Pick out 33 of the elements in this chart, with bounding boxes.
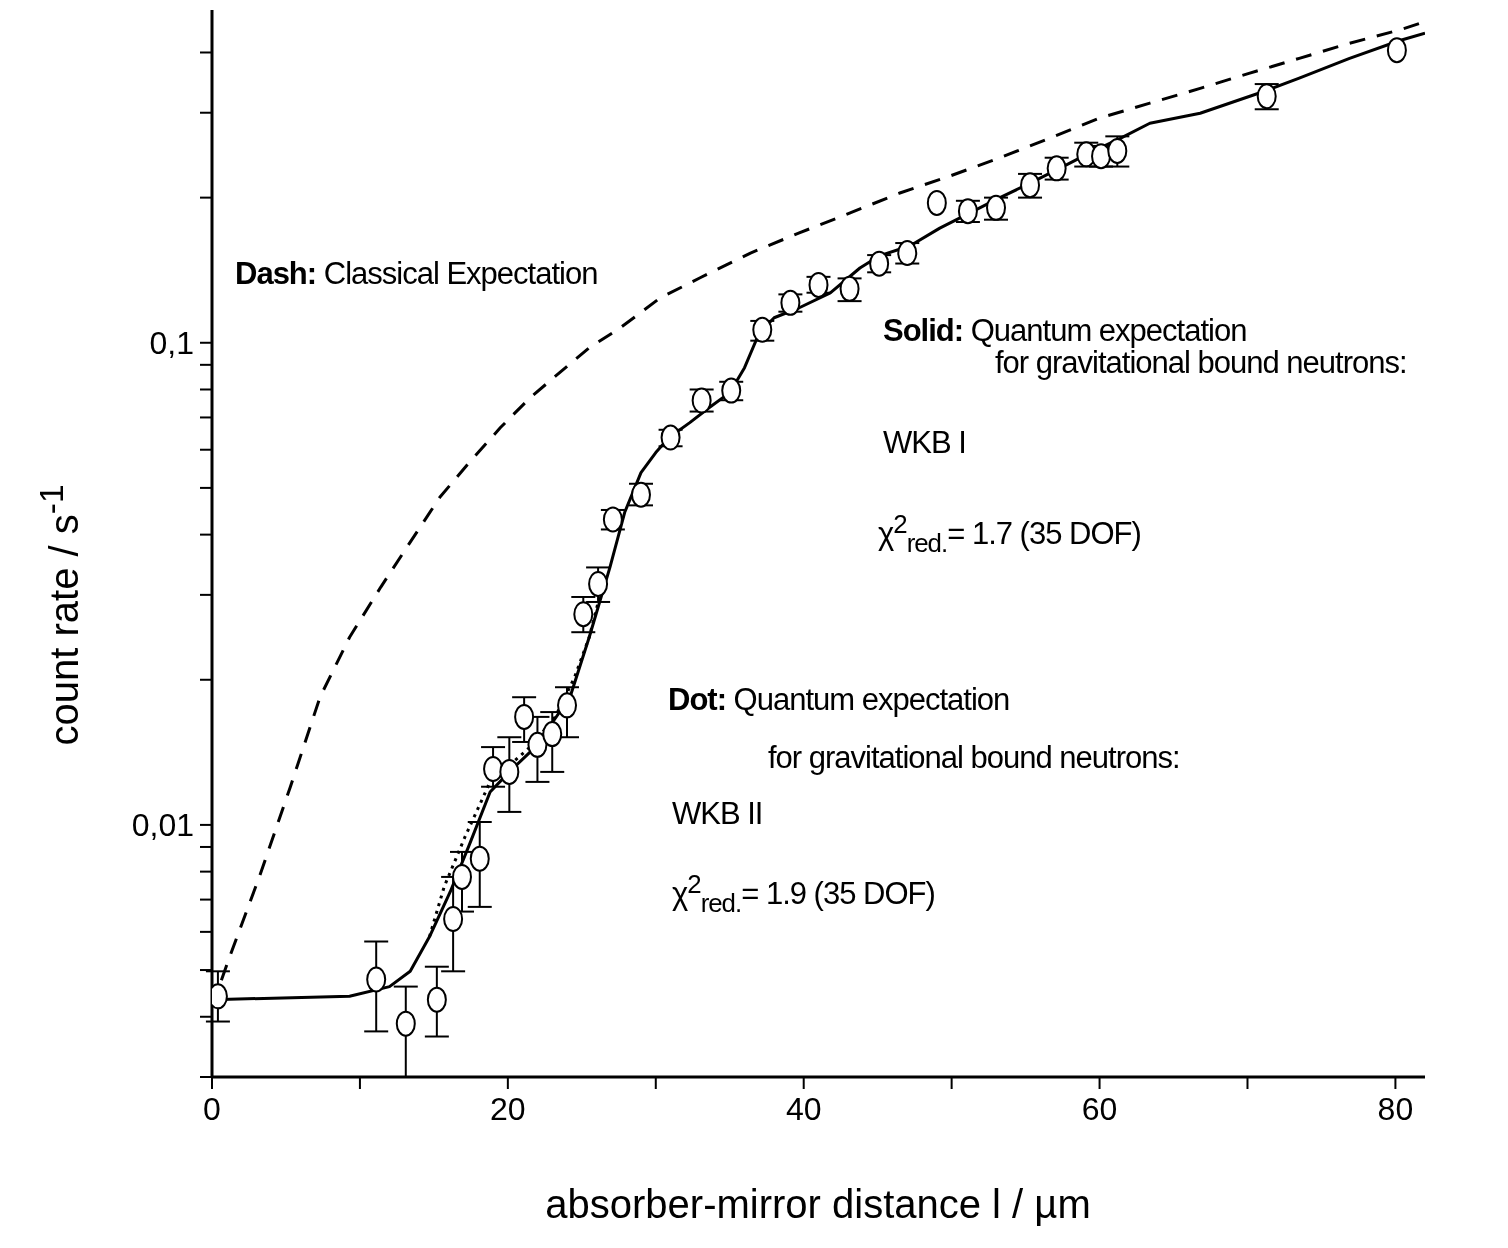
- point: [514, 703, 535, 730]
- y-tick-label: 0,1: [149, 325, 194, 362]
- x-axis-title: absorber-mirror distance l / µm: [545, 1181, 1091, 1227]
- annotation: WKB I: [883, 424, 966, 462]
- point: [483, 756, 504, 782]
- point: [452, 863, 472, 890]
- point: [1386, 37, 1407, 64]
- point: [469, 845, 490, 872]
- point: [542, 721, 563, 748]
- point: [426, 986, 447, 1013]
- x-tick-label: 80: [1377, 1090, 1414, 1127]
- point: [557, 692, 578, 719]
- x-tick-label: 40: [785, 1090, 822, 1127]
- annotation: Dot: Quantum expectation: [668, 681, 1010, 719]
- point: [588, 570, 609, 597]
- x-tick-label: 20: [490, 1090, 526, 1127]
- x-tick-label: 60: [1081, 1090, 1118, 1127]
- point: [366, 966, 387, 993]
- annotation: χ$^{2}$$_{red.}$= 1.9 (35 DOF): [672, 869, 935, 919]
- point: [443, 906, 464, 933]
- point: [527, 731, 548, 758]
- annotation: for gravitational bound neutrons:: [768, 739, 1180, 777]
- point: [395, 1010, 416, 1037]
- annotation: Dash: Classical Expectation: [235, 255, 598, 293]
- point: [573, 601, 594, 628]
- annotation: χ$^{2}$$_{red.}$= 1.7 (35 DOF): [878, 509, 1141, 559]
- annotation: WKB II: [672, 795, 763, 833]
- point: [499, 758, 520, 785]
- y-tick-label: 0,01: [131, 807, 194, 844]
- point: [808, 271, 829, 298]
- x-tick-label: 0: [203, 1090, 221, 1127]
- point: [926, 189, 947, 216]
- annotation: Solid: Quantum expectation: [883, 312, 1247, 350]
